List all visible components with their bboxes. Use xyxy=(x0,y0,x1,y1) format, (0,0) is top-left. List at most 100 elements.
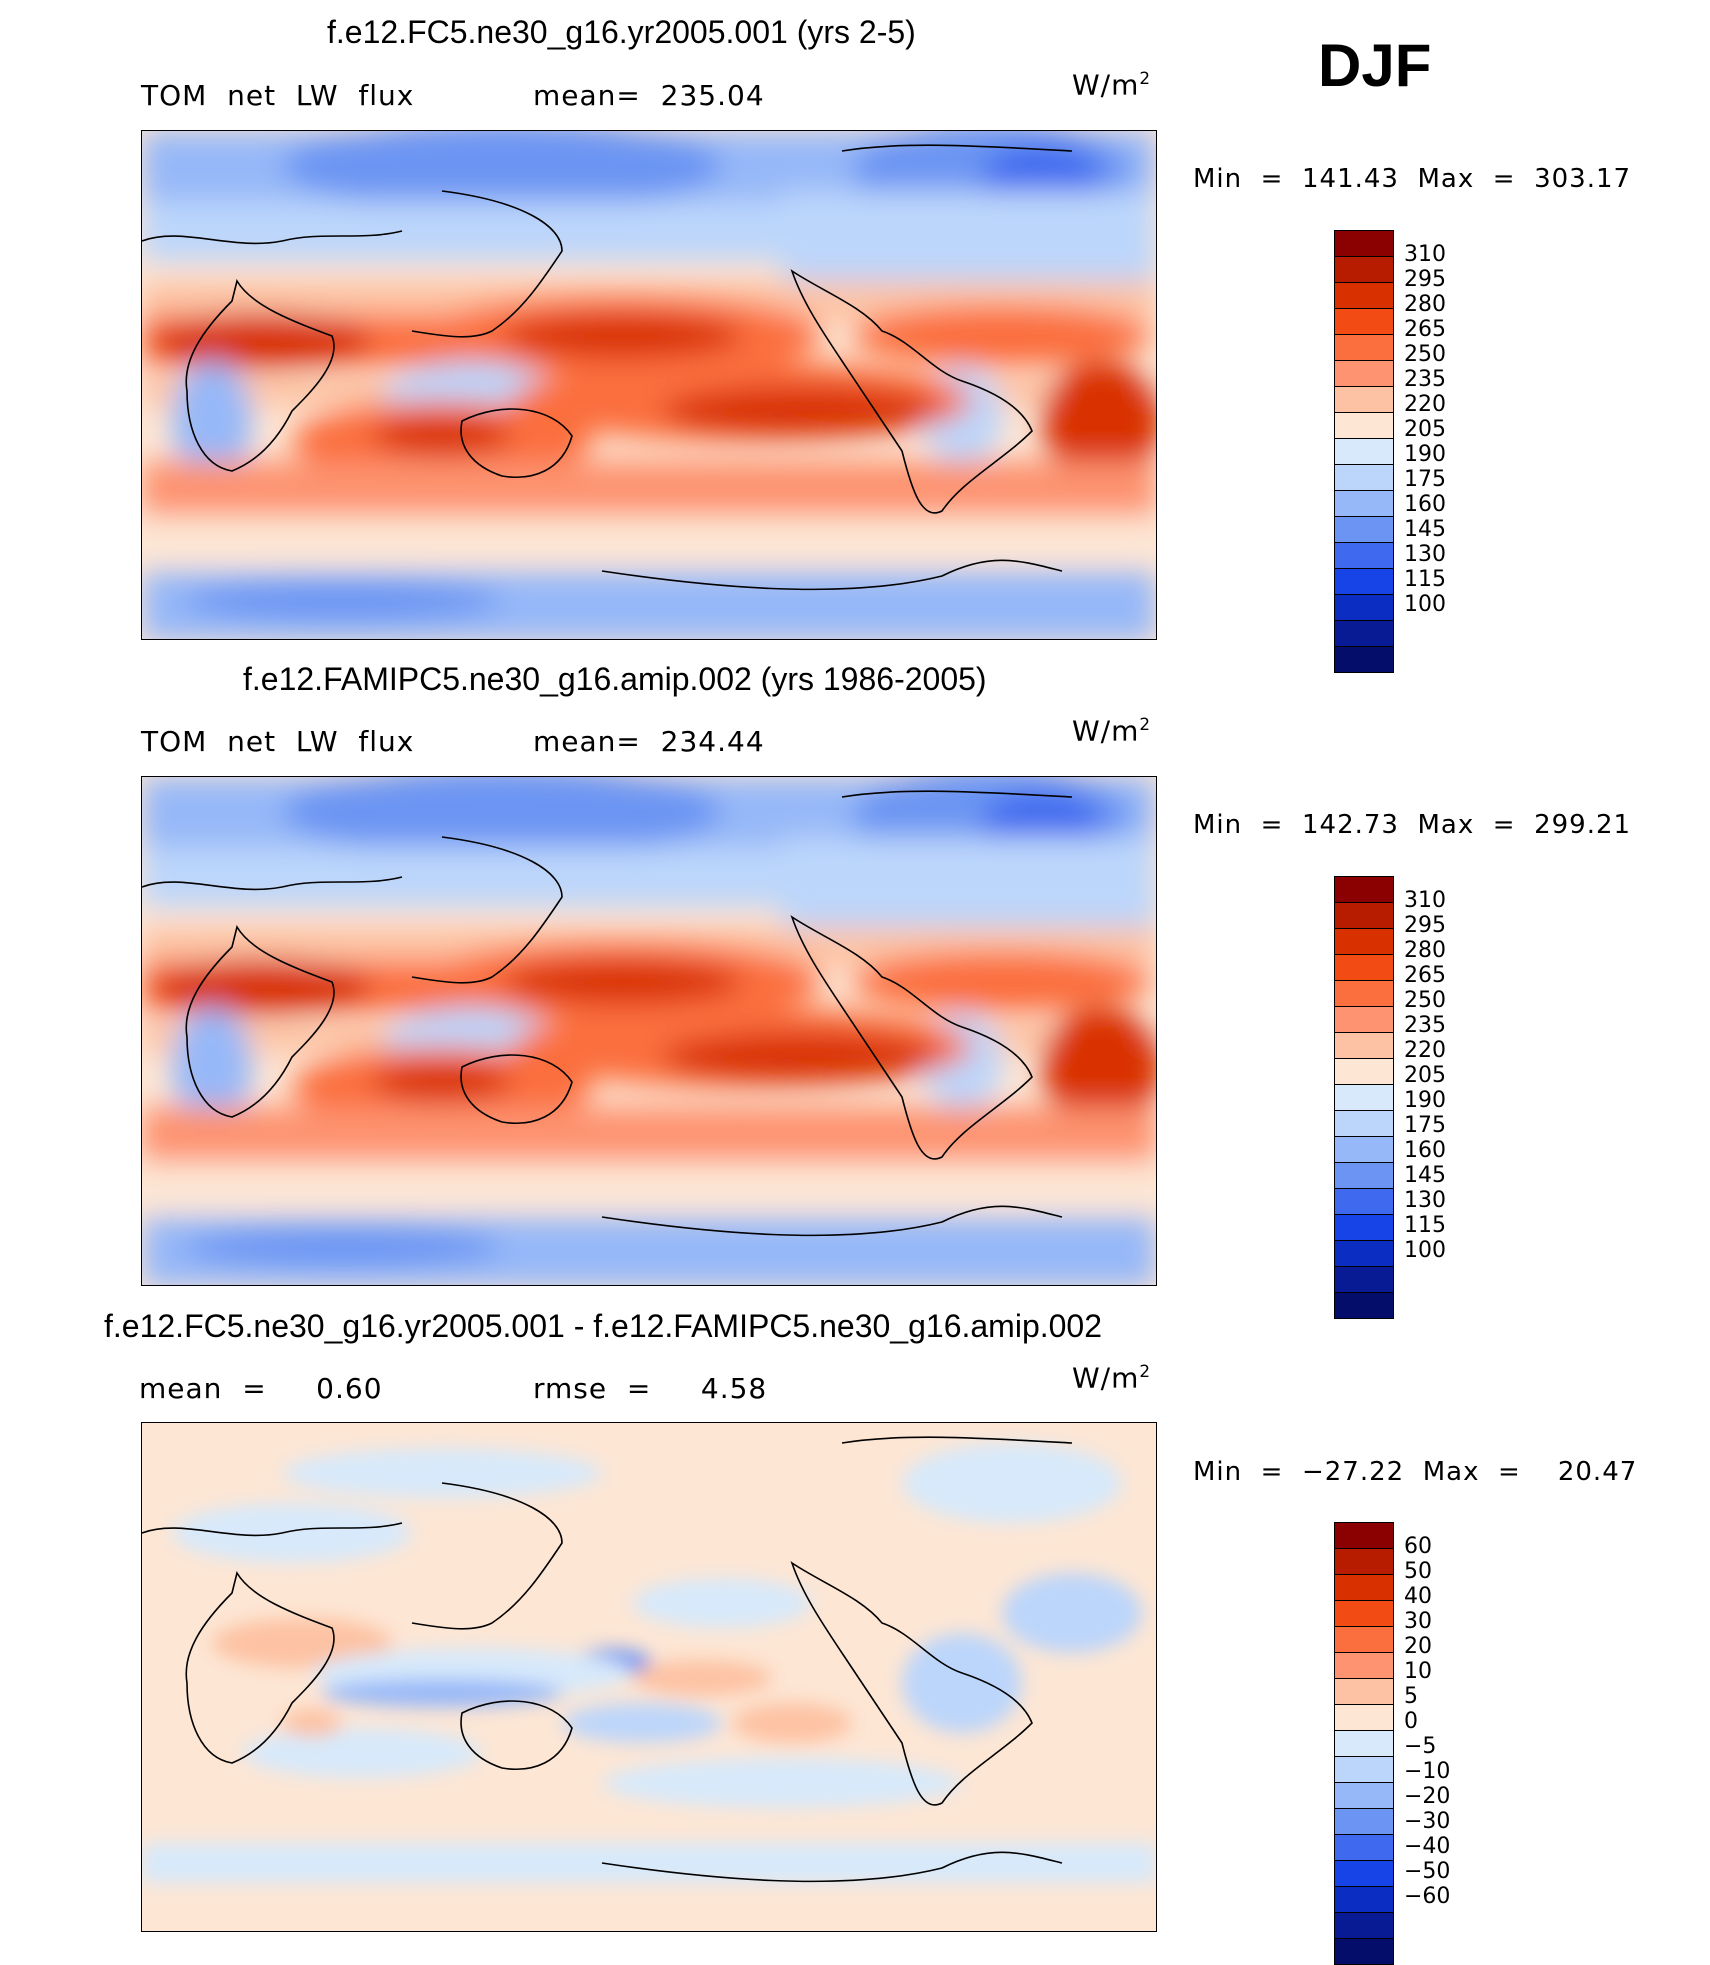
panel-2-colorbar-swatch-16 xyxy=(1335,1292,1393,1318)
panel-3-colorbar-swatch-15 xyxy=(1335,1912,1393,1938)
panel-2-colorbar-swatch-3 xyxy=(1335,954,1393,980)
panel-3-coastlines xyxy=(142,1436,1073,1883)
panel-1-title: f.e12.FC5.ne30_g16.yr2005.001 (yrs 2-5) xyxy=(327,14,916,50)
panel-3-map xyxy=(141,1422,1157,1932)
panel-2-colorbar-tick-9: 175 xyxy=(1404,1113,1446,1138)
panel-2-colorbar-swatch-9 xyxy=(1335,1110,1393,1136)
panel-2-colorbar-swatch-13 xyxy=(1335,1214,1393,1240)
panel-2-map xyxy=(141,776,1157,1286)
panel-2-colorbar-tick-13: 115 xyxy=(1404,1213,1446,1238)
panel-1-colorbar-swatch-13 xyxy=(1335,568,1393,594)
panel-1-variable: TOM net LW flux xyxy=(141,79,415,112)
panel-1-colorbar-tick-9: 175 xyxy=(1404,467,1446,492)
panel-3-colorbar-tick-1: 50 xyxy=(1404,1559,1432,1584)
panel-1-colorbar-swatch-7 xyxy=(1335,412,1393,438)
panel-1-units: W/m2 xyxy=(1072,68,1152,102)
panel-1-colorbar-tick-3: 265 xyxy=(1404,317,1446,342)
panel-2-colorbar-swatch-5 xyxy=(1335,1006,1393,1032)
panel-2-colorbar-swatch-10 xyxy=(1335,1136,1393,1162)
panel-3-colorbar-tick-4: 20 xyxy=(1404,1634,1432,1659)
panel-2-units: W/m2 xyxy=(1072,714,1152,748)
panel-2-minmax: Min = 142.73 Max = 299.21 xyxy=(1193,810,1632,840)
panel-3-colorbar-swatch-4 xyxy=(1335,1626,1393,1652)
panel-1-colorbar-swatch-14 xyxy=(1335,594,1393,620)
panel-1-colorbar-tick-4: 250 xyxy=(1404,342,1446,367)
panel-1-colorbar-swatch-6 xyxy=(1335,386,1393,412)
panel-3-colorbar-tick-7: 0 xyxy=(1404,1709,1418,1734)
panel-3-colorbar-tick-13: −50 xyxy=(1404,1859,1451,1884)
panel-3-colorbar-swatch-9 xyxy=(1335,1756,1393,1782)
panel-1-colorbar-swatch-2 xyxy=(1335,282,1393,308)
panel-3-colorbar-tick-3: 30 xyxy=(1404,1609,1432,1634)
panel-3-rmse: rmse = 4.58 xyxy=(533,1372,768,1405)
panel-1-colorbar-swatch-5 xyxy=(1335,360,1393,386)
panel-3-colorbar-tick-9: −10 xyxy=(1404,1759,1451,1784)
panel-2-colorbar-tick-5: 235 xyxy=(1404,1013,1446,1038)
panel-2-colorbar-swatch-6 xyxy=(1335,1032,1393,1058)
panel-1-colorbar-swatch-0 xyxy=(1335,231,1393,256)
panel-1-colorbar-tick-2: 280 xyxy=(1404,292,1446,317)
panel-1-colorbar-swatch-1 xyxy=(1335,256,1393,282)
panel-3-colorbar-swatch-0 xyxy=(1335,1523,1393,1548)
panel-1-map-field xyxy=(142,131,1156,639)
panel-2-colorbar-tick-0: 310 xyxy=(1404,888,1446,913)
panel-2-colorbar-tick-7: 205 xyxy=(1404,1063,1446,1088)
panel-3-colorbar-tick-5: 10 xyxy=(1404,1659,1432,1684)
panel-2-colorbar-swatch-12 xyxy=(1335,1188,1393,1214)
panel-2-colorbar-swatch-8 xyxy=(1335,1084,1393,1110)
panel-3-colorbar-tick-8: −5 xyxy=(1404,1734,1437,1759)
panel-3-minmax: Min = −27.22 Max = 20.47 xyxy=(1193,1457,1638,1487)
panel-2-coastlines xyxy=(142,790,1073,1237)
panel-2-colorbar-swatch-0 xyxy=(1335,877,1393,902)
panel-3-colorbar-swatch-8 xyxy=(1335,1730,1393,1756)
panel-1-colorbar-swatch-3 xyxy=(1335,308,1393,334)
panel-3-colorbar-swatch-10 xyxy=(1335,1782,1393,1808)
panel-3-colorbar-tick-14: −60 xyxy=(1404,1884,1451,1909)
panel-1-map xyxy=(141,130,1157,640)
panel-2-colorbar-swatch-4 xyxy=(1335,980,1393,1006)
panel-3-title: f.e12.FC5.ne30_g16.yr2005.001 - f.e12.FA… xyxy=(104,1308,1103,1344)
panel-3-colorbar xyxy=(1334,1522,1394,1965)
panel-3-colorbar-tick-2: 40 xyxy=(1404,1584,1432,1609)
panel-2-colorbar-tick-8: 190 xyxy=(1404,1088,1446,1113)
panel-2-colorbar-swatch-2 xyxy=(1335,928,1393,954)
panel-2-map-field xyxy=(142,777,1156,1285)
season-label: DJF xyxy=(1318,32,1432,99)
panel-2-variable: TOM net LW flux xyxy=(141,725,415,758)
panel-3-colorbar-swatch-1 xyxy=(1335,1548,1393,1574)
panel-1-colorbar-tick-0: 310 xyxy=(1404,242,1446,267)
panel-2-colorbar-tick-6: 220 xyxy=(1404,1038,1446,1063)
panel-2-colorbar-tick-2: 280 xyxy=(1404,938,1446,963)
panel-1-coastlines xyxy=(142,144,1073,591)
panel-1-colorbar-swatch-12 xyxy=(1335,542,1393,568)
panel-2-colorbar-swatch-15 xyxy=(1335,1266,1393,1292)
panel-1-colorbar xyxy=(1334,230,1394,673)
panel-2-colorbar xyxy=(1334,876,1394,1319)
panel-1-colorbar-tick-7: 205 xyxy=(1404,417,1446,442)
panel-1-colorbar-tick-14: 100 xyxy=(1404,592,1446,617)
panel-3-colorbar-tick-0: 60 xyxy=(1404,1534,1432,1559)
panel-1-colorbar-tick-1: 295 xyxy=(1404,267,1446,292)
panel-2-title: f.e12.FAMIPC5.ne30_g16.amip.002 (yrs 198… xyxy=(243,661,987,697)
panel-3-mean: mean = 0.60 xyxy=(139,1372,383,1405)
panel-2-colorbar-tick-14: 100 xyxy=(1404,1238,1446,1263)
panel-1-colorbar-swatch-11 xyxy=(1335,516,1393,542)
panel-1-mean: mean= 235.04 xyxy=(533,79,765,112)
panel-3-colorbar-swatch-16 xyxy=(1335,1938,1393,1964)
panel-1-colorbar-tick-5: 235 xyxy=(1404,367,1446,392)
panel-1-colorbar-tick-13: 115 xyxy=(1404,567,1446,592)
panel-2-colorbar-tick-10: 160 xyxy=(1404,1138,1446,1163)
panel-3-colorbar-swatch-12 xyxy=(1335,1834,1393,1860)
panel-3-colorbar-swatch-2 xyxy=(1335,1574,1393,1600)
panel-2-colorbar-tick-3: 265 xyxy=(1404,963,1446,988)
panel-1-colorbar-swatch-8 xyxy=(1335,438,1393,464)
panel-2-colorbar-swatch-1 xyxy=(1335,902,1393,928)
panel-3-colorbar-swatch-14 xyxy=(1335,1886,1393,1912)
panel-3-colorbar-tick-6: 5 xyxy=(1404,1684,1418,1709)
panel-3-map-field xyxy=(142,1423,1156,1931)
panel-2-mean: mean= 234.44 xyxy=(533,725,765,758)
panel-1-minmax: Min = 141.43 Max = 303.17 xyxy=(1193,164,1632,194)
panel-2-colorbar-swatch-11 xyxy=(1335,1162,1393,1188)
panel-3-colorbar-swatch-7 xyxy=(1335,1704,1393,1730)
panel-2-colorbar-tick-11: 145 xyxy=(1404,1163,1446,1188)
